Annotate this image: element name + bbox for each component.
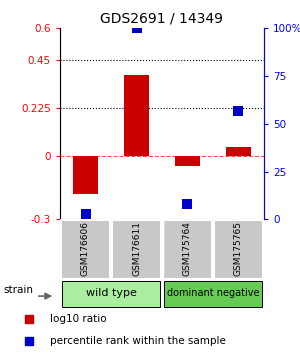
FancyBboxPatch shape <box>164 281 262 307</box>
FancyBboxPatch shape <box>61 220 110 279</box>
Text: strain: strain <box>3 285 33 295</box>
Text: wild type: wild type <box>85 288 136 298</box>
FancyBboxPatch shape <box>62 281 160 307</box>
FancyBboxPatch shape <box>163 220 212 279</box>
FancyBboxPatch shape <box>214 220 263 279</box>
Point <box>83 211 88 217</box>
Text: percentile rank within the sample: percentile rank within the sample <box>50 336 226 346</box>
Text: log10 ratio: log10 ratio <box>50 314 106 325</box>
Bar <box>73 156 98 194</box>
Text: dominant negative: dominant negative <box>167 288 259 298</box>
Point <box>27 316 32 322</box>
FancyBboxPatch shape <box>112 220 161 279</box>
Text: GSM175765: GSM175765 <box>234 221 243 276</box>
Text: GSM176611: GSM176611 <box>132 221 141 276</box>
Point <box>236 108 241 113</box>
Point <box>185 201 190 207</box>
Text: GSM176606: GSM176606 <box>81 221 90 276</box>
Point <box>27 338 32 344</box>
Point <box>134 25 139 31</box>
Bar <box>175 156 200 166</box>
Bar <box>226 147 251 156</box>
Title: GDS2691 / 14349: GDS2691 / 14349 <box>100 12 224 26</box>
Text: GSM175764: GSM175764 <box>183 221 192 276</box>
Bar <box>124 75 149 156</box>
